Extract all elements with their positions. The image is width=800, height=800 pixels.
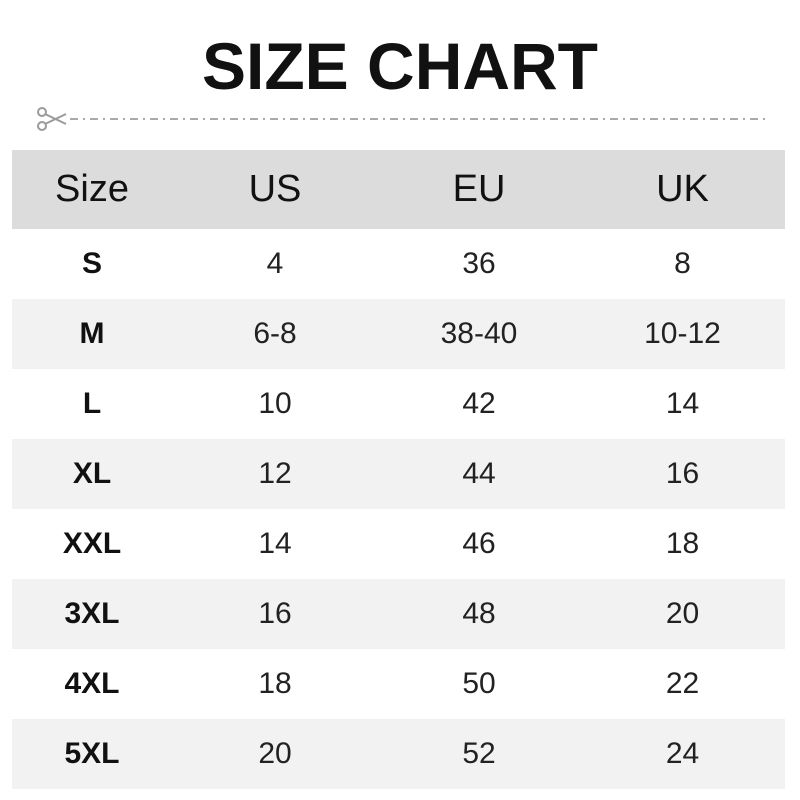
size-label: M: [12, 299, 172, 369]
size-us-value: 10: [258, 387, 292, 420]
size-us-value: 4: [266, 247, 284, 280]
size-eu-value: 52: [378, 719, 580, 789]
size-uk-value: 24: [580, 719, 785, 789]
size-uk-value: 20: [580, 579, 785, 649]
size-uk-value: 8: [674, 247, 691, 280]
column-header-eu: EU: [378, 150, 580, 229]
table-row: 3XL 16 48 20: [12, 579, 785, 649]
size-us-value: 14: [258, 527, 292, 560]
table-row: XXL 14 46 18: [12, 509, 785, 579]
column-header-size: Size: [12, 150, 172, 229]
table-row: 4XL 18 50 22: [12, 649, 785, 719]
table-row: XL 12 44 16: [12, 439, 785, 509]
size-us-value: 12: [172, 439, 378, 509]
size-eu-value: 48: [378, 579, 580, 649]
size-us-value: 16: [172, 579, 378, 649]
column-header-us: US: [172, 150, 378, 229]
scissors-icon: [37, 107, 67, 131]
size-us-value: 20: [172, 719, 378, 789]
size-eu-value: 38-40: [378, 299, 580, 369]
size-label: S: [81, 247, 102, 280]
size-uk-value: 10-12: [580, 299, 785, 369]
size-table: Size US EU UK S 4 36 8 M 6-8 38-40 10-12 L 10 42 14 XL 1…: [12, 150, 785, 789]
size-us-value: 18: [258, 667, 292, 700]
page-title: SIZE CHART: [202, 29, 598, 103]
size-eu-value: 42: [462, 387, 496, 420]
table-row: L 10 42 14: [12, 369, 785, 439]
header-row: Size US EU UK: [12, 150, 785, 229]
size-uk-value: 16: [580, 439, 785, 509]
size-label: 5XL: [12, 719, 172, 789]
size-eu-value: 50: [462, 667, 496, 700]
size-label: XXL: [62, 527, 122, 560]
size-uk-value: 14: [665, 387, 700, 420]
size-eu-value: 36: [462, 247, 496, 280]
table-row: 5XL 20 52 24: [12, 719, 785, 789]
column-header-uk: UK: [580, 150, 785, 229]
size-uk-value: 22: [665, 667, 700, 700]
size-eu-value: 46: [462, 527, 496, 560]
table-row: M 6-8 38-40 10-12: [12, 299, 785, 369]
size-label: L: [82, 387, 102, 420]
size-eu-value: 44: [378, 439, 580, 509]
table-row: S 4 36 8: [12, 229, 785, 299]
size-us-value: 6-8: [172, 299, 378, 369]
size-uk-value: 18: [665, 527, 700, 560]
cut-line: [37, 107, 770, 131]
size-label: 4XL: [64, 667, 120, 700]
size-label: 3XL: [12, 579, 172, 649]
size-label: XL: [12, 439, 172, 509]
